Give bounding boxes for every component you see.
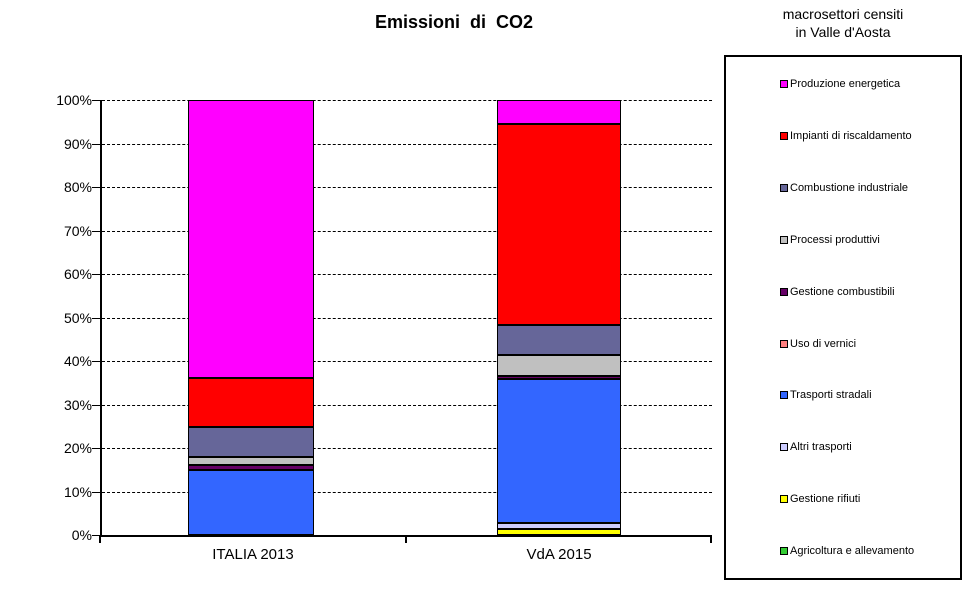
y-axis-tick <box>92 230 100 232</box>
segment-gestione-rifiuti <box>497 528 621 535</box>
legend-item: Gestione rifiuti <box>780 491 860 507</box>
legend-item: Produzione energetica <box>780 76 900 92</box>
y-axis-tick <box>92 448 100 449</box>
y-axis-tick-label: 80% <box>63 179 92 195</box>
chart-title: Emissioni di CO2 <box>374 12 534 32</box>
y-axis-tick <box>92 491 100 493</box>
segment-processi-produttivi <box>497 354 621 377</box>
y-axis-labels: 0% 10% 20% 30% 40% 50% 60% 70% 80% 90% 100% <box>22 0 92 590</box>
legend-swatch-icon <box>780 339 788 348</box>
gridline <box>102 491 712 493</box>
y-axis-tick <box>92 143 100 145</box>
legend-swatch-icon <box>780 235 788 244</box>
legend-item-label: Gestione combustibili <box>790 285 895 298</box>
x-axis-tick <box>405 536 407 543</box>
legend-item-label: Impianti di riscaldamento <box>790 129 912 142</box>
gridline <box>102 404 712 406</box>
legend-box: Produzione energetica Impianti di riscald… <box>724 55 962 580</box>
y-axis-tick <box>92 187 100 188</box>
y-axis-tick-label: 40% <box>63 353 92 369</box>
segment-gestione-combustibili <box>188 465 314 471</box>
y-axis-tick-label: 70% <box>63 222 92 239</box>
y-axis-tick-label: 10% <box>63 483 92 500</box>
legend-title-line2: in Valle d'Aosta <box>795 24 891 40</box>
legend-item: Agricoltura e allevamento <box>780 543 914 559</box>
gridline <box>102 100 712 101</box>
legend-item-label: Produzione energetica <box>790 78 901 90</box>
legend-swatch-icon <box>780 443 788 452</box>
x-axis-tick <box>99 536 101 543</box>
y-axis-tick-label: 30% <box>63 396 92 413</box>
x-axis-tick <box>710 536 712 543</box>
x-axis-label-vda-2015: VdA 2015 <box>526 546 592 563</box>
segment-impianti-di-riscaldamento <box>188 377 314 428</box>
gridline <box>102 361 712 362</box>
legend-item-label: Trasporti stradali <box>790 389 872 402</box>
y-axis-tick <box>92 274 100 275</box>
legend-swatch-icon <box>780 391 788 400</box>
legend-item: Impianti di riscaldamento <box>780 128 912 144</box>
segment-produzione-energetica <box>188 100 314 378</box>
y-axis-tick-label: 100% <box>56 92 92 108</box>
plot-area <box>100 100 712 537</box>
legend-item: Combustione industriale <box>780 180 908 196</box>
legend-item: Processi produttivi <box>780 232 880 248</box>
legend-swatch-icon <box>780 495 788 504</box>
gridline <box>102 274 712 275</box>
stacked-bar-vda-2015 <box>497 100 621 535</box>
y-axis-tick <box>92 361 100 362</box>
segment-combustione-industriale <box>497 324 621 355</box>
y-axis-tick-label: 0% <box>71 527 92 543</box>
legend-swatch-icon <box>780 183 788 192</box>
legend-item-label: Combustione industriale <box>790 181 909 194</box>
legend-item: Gestione combustibili <box>780 284 895 300</box>
y-axis-tick <box>92 535 100 536</box>
y-axis-tick <box>92 404 100 406</box>
gridline <box>102 317 712 319</box>
segment-gestione-combustibili <box>497 376 621 379</box>
y-axis-tick-label: 50% <box>63 309 92 326</box>
gridline <box>102 143 712 145</box>
legend-item: Altri trasporti <box>780 439 852 455</box>
legend-swatch-icon <box>780 131 788 140</box>
segment-produzione-energetica <box>497 100 621 125</box>
legend-item-label: Processi produttivi <box>790 233 880 246</box>
legend-swatch-icon <box>780 80 788 88</box>
legend-swatch-icon <box>780 287 788 296</box>
legend-title-line1: macrosettori censiti <box>782 6 904 22</box>
legend-title: macrosettori censiti in Valle d'Aosta <box>724 5 962 41</box>
segment-trasporti-stradali <box>497 378 621 523</box>
legend-item: Uso di vernici <box>780 336 856 352</box>
legend-item: Trasporti stradali <box>780 387 872 403</box>
legend-item-label: Uso di vernici <box>790 337 857 350</box>
stacked-bar-italia-2013 <box>188 100 314 535</box>
legend-item-label: Gestione rifiuti <box>790 493 861 506</box>
segment-altri-trasporti <box>497 522 621 529</box>
legend-item-label: Altri trasporti <box>790 441 852 454</box>
legend-item-label: Agricoltura e allevamento <box>790 545 915 558</box>
legend-swatch-icon <box>780 547 788 556</box>
y-axis-tick-label: 60% <box>63 266 92 282</box>
y-axis-tick-label: 90% <box>63 135 92 152</box>
y-axis-ticks <box>0 0 100 590</box>
segment-trasporti-stradali <box>188 470 314 535</box>
y-axis-tick-label: 20% <box>63 440 92 456</box>
segment-processi-produttivi <box>188 457 314 466</box>
y-axis-tick <box>92 317 100 319</box>
segment-impianti-di-riscaldamento <box>497 124 621 325</box>
y-axis-tick <box>92 100 100 101</box>
gridline <box>102 187 712 188</box>
gridline <box>102 448 712 449</box>
segment-combustione-industriale <box>188 427 314 458</box>
x-axis-label-italia-2013: ITALIA 2013 <box>212 546 294 563</box>
gridline <box>102 230 712 232</box>
